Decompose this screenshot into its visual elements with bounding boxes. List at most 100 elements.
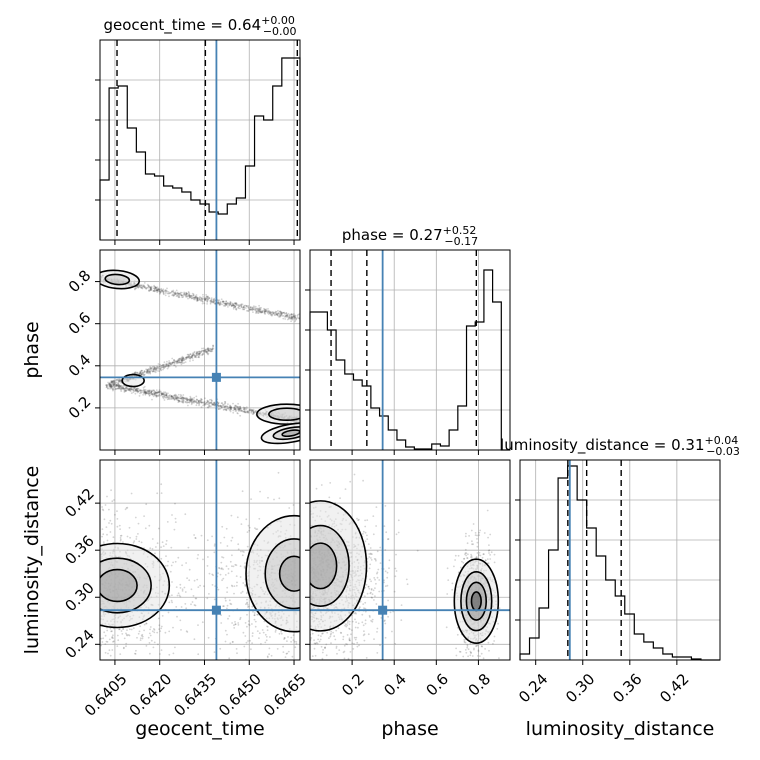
sample-point <box>162 393 165 396</box>
sample-point <box>143 391 146 393</box>
sample-point <box>234 305 237 308</box>
sample-point <box>136 391 139 394</box>
sample-point <box>230 539 233 542</box>
sample-point <box>112 640 114 643</box>
sample-point <box>317 634 320 637</box>
sample-point <box>251 623 253 625</box>
sample-point <box>125 633 128 636</box>
sample-point <box>287 317 290 319</box>
sample-point <box>184 401 187 404</box>
sample-point <box>372 515 375 517</box>
sample-point <box>156 366 159 369</box>
panel-border <box>519 459 721 661</box>
sample-point <box>195 354 198 357</box>
sample-point <box>285 312 288 314</box>
sample-point <box>159 291 162 294</box>
sample-point <box>277 312 280 315</box>
sample-point <box>144 286 146 289</box>
sample-point <box>314 654 317 657</box>
sample-point <box>113 386 116 388</box>
sample-point <box>383 579 385 582</box>
sample-point <box>163 395 166 398</box>
sample-point <box>187 353 190 356</box>
sample-point <box>178 397 181 399</box>
sample-point <box>110 380 112 382</box>
sample-point <box>123 646 125 649</box>
sample-point <box>151 370 154 373</box>
sample-point <box>227 568 230 570</box>
sample-point <box>264 308 266 311</box>
sample-point <box>130 628 133 631</box>
sample-point <box>155 367 158 370</box>
sample-point <box>202 349 205 352</box>
sample-point <box>213 401 215 404</box>
sample-point <box>214 302 216 305</box>
sample-point <box>193 534 196 536</box>
sample-point <box>139 392 141 395</box>
sample-point <box>234 408 237 411</box>
sample-point <box>206 350 208 353</box>
sample-point <box>233 585 236 587</box>
sample-point <box>165 363 168 366</box>
sample-point <box>196 350 199 353</box>
sample-point <box>397 531 400 534</box>
sample-point <box>108 385 111 388</box>
sample-point <box>150 393 153 396</box>
sample-point <box>192 353 195 356</box>
sample-point <box>126 535 129 538</box>
sample-point <box>193 296 196 299</box>
sample-point <box>187 297 189 300</box>
sample-point <box>255 410 258 412</box>
sample-point <box>242 305 245 308</box>
sample-point <box>176 360 179 363</box>
sample-point <box>180 294 183 297</box>
sample-point <box>196 297 199 300</box>
sample-point <box>122 628 125 630</box>
sample-point <box>205 348 208 350</box>
sample-point <box>160 546 163 549</box>
sample-point <box>174 397 177 400</box>
sample-point <box>132 389 135 391</box>
sample-point <box>170 395 173 398</box>
sample-point <box>254 309 257 312</box>
sample-point <box>176 396 179 398</box>
sample-point <box>112 380 114 383</box>
sample-point <box>152 368 155 371</box>
sample-point <box>105 526 108 528</box>
sample-point <box>105 384 108 386</box>
sample-point <box>137 390 140 393</box>
sample-point <box>191 397 194 400</box>
sample-point <box>271 313 273 316</box>
sample-point <box>176 397 179 400</box>
sample-point <box>242 631 245 634</box>
sample-point <box>229 300 232 303</box>
sample-point <box>165 364 168 367</box>
sample-point <box>366 534 368 537</box>
sample-point <box>246 598 248 601</box>
sample-point <box>111 383 114 386</box>
sample-point <box>140 373 143 375</box>
sample-point <box>112 388 114 391</box>
sample-point <box>189 398 192 400</box>
sample-point <box>387 615 389 618</box>
sample-point <box>242 306 245 308</box>
sample-point <box>383 581 385 584</box>
sample-point <box>185 357 188 360</box>
sample-point <box>204 299 206 302</box>
sample-point <box>134 652 136 655</box>
sample-point <box>290 313 293 316</box>
sample-point <box>258 309 261 312</box>
histogram-step <box>519 465 720 661</box>
sample-point <box>110 630 112 633</box>
sample-point <box>135 649 137 652</box>
sample-point <box>246 411 249 414</box>
sample-point <box>159 365 161 368</box>
sample-point <box>211 584 214 586</box>
sample-point <box>190 399 193 402</box>
sample-point <box>118 384 121 387</box>
density-fill <box>105 274 130 285</box>
sample-point <box>476 545 479 548</box>
sample-point <box>165 289 168 292</box>
sample-point <box>152 389 155 392</box>
sample-point <box>134 371 137 374</box>
